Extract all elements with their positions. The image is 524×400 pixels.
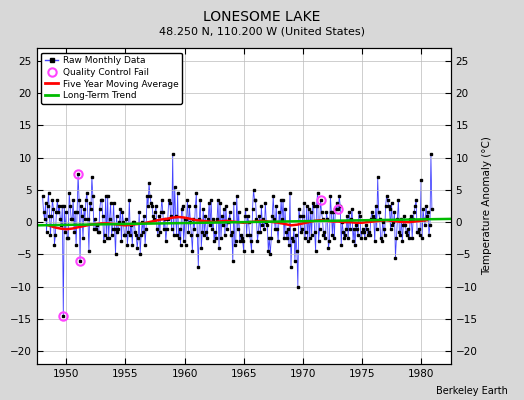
Text: LONESOME LAKE: LONESOME LAKE (203, 10, 321, 24)
Y-axis label: Temperature Anomaly (°C): Temperature Anomaly (°C) (482, 136, 492, 276)
Text: Berkeley Earth: Berkeley Earth (436, 386, 508, 396)
Legend: Raw Monthly Data, Quality Control Fail, Five Year Moving Average, Long-Term Tren: Raw Monthly Data, Quality Control Fail, … (41, 52, 182, 104)
Text: 48.250 N, 110.200 W (United States): 48.250 N, 110.200 W (United States) (159, 26, 365, 36)
